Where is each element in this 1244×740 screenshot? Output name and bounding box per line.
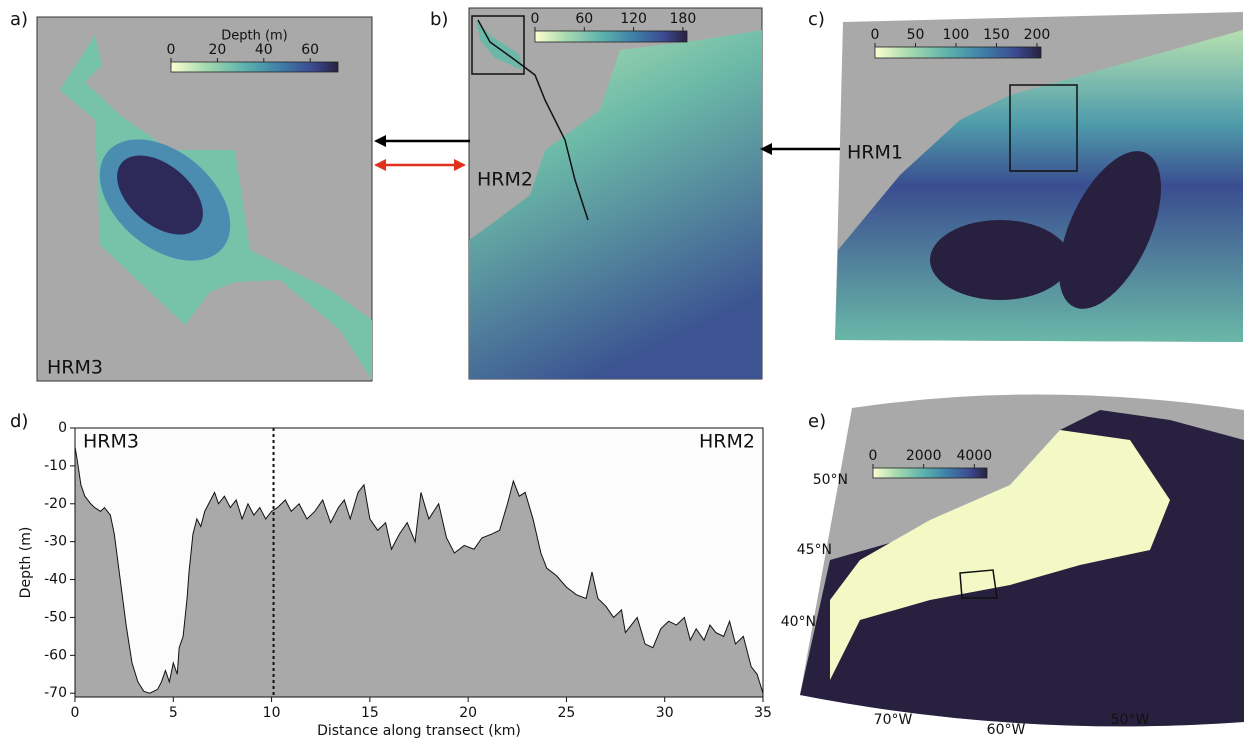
colorbar-tick-label: 60 — [575, 11, 593, 27]
colorbar — [535, 31, 687, 42]
x-tick-label: 15 — [361, 705, 379, 721]
panel-label: c) — [808, 9, 825, 30]
colorbar — [873, 468, 987, 478]
y-tick-label: -70 — [44, 685, 67, 701]
lat-label: 45°N — [797, 542, 832, 558]
x-tick-label: 0 — [71, 705, 80, 721]
colorbar — [171, 62, 338, 72]
colorbar-tick-label: 100 — [943, 27, 970, 43]
y-tick-label: -10 — [44, 458, 67, 474]
profile-chart: d) 0 5 10 15 20 25 30 35 0 -10 -20 -30 -40 -50 -60 -70 Di… — [10, 411, 772, 739]
panel-label: a) — [10, 9, 28, 30]
colorbar-tick-label: 0 — [167, 42, 176, 58]
colorbar-tick-label: 20 — [208, 42, 226, 58]
map-e — [800, 394, 1244, 726]
y-axis-label: Depth (m) — [18, 527, 34, 599]
lon-label: 70°W — [874, 712, 913, 728]
y-tick-label: -50 — [44, 609, 67, 625]
y-tick-label: 0 — [58, 420, 67, 436]
arrow-head — [374, 135, 386, 147]
y-tick-label: -30 — [44, 534, 67, 550]
annotation: HRM2 — [699, 431, 755, 453]
y-tick-label: -60 — [44, 647, 67, 663]
lon-label: 50°W — [1111, 712, 1150, 728]
colorbar — [875, 47, 1041, 58]
colorbar-tick-label: 40 — [255, 42, 273, 58]
figure: d) 0 5 10 15 20 25 30 35 0 -10 -20 -30 -40 -50 -60 -70 Di… — [0, 0, 1244, 740]
x-tick-label: 10 — [263, 705, 281, 721]
x-tick-label: 5 — [169, 705, 178, 721]
panel-label: d) — [10, 411, 28, 432]
colorbar-tick-label: 150 — [983, 27, 1010, 43]
arrow-head — [374, 159, 386, 171]
colorbar-tick-label: 0 — [871, 27, 880, 43]
colorbar-tick-label: 50 — [907, 27, 925, 43]
x-axis-label: Distance along transect (km) — [317, 723, 521, 739]
lat-label: 40°N — [781, 614, 816, 630]
x-tick-label: 25 — [558, 705, 576, 721]
map-bathymetry — [930, 220, 1070, 300]
panel-label: e) — [808, 411, 826, 432]
x-tick-label: 30 — [656, 705, 674, 721]
arrow-head — [454, 159, 466, 171]
lat-label: 50°N — [813, 472, 848, 488]
colorbar-tick-label: 180 — [670, 11, 697, 27]
x-tick-label: 20 — [459, 705, 477, 721]
colorbar-tick-label: 200 — [1024, 27, 1051, 43]
map-label: HRM2 — [477, 169, 533, 191]
panel-label: b) — [430, 9, 448, 30]
y-tick-label: -40 — [44, 572, 67, 588]
map-label: HRM3 — [47, 357, 103, 379]
colorbar-tick-label: 60 — [301, 42, 319, 58]
map-b — [469, 8, 762, 379]
colorbar-tick-label: 2000 — [906, 448, 942, 464]
map-label: HRM1 — [847, 142, 903, 164]
annotation: HRM3 — [83, 431, 139, 453]
colorbar-tick-label: 0 — [531, 11, 540, 27]
colorbar-title: Depth (m) — [221, 29, 288, 44]
colorbar-tick-label: 120 — [620, 11, 647, 27]
x-tick-label: 35 — [754, 705, 772, 721]
y-tick-label: -20 — [44, 496, 67, 512]
colorbar-tick-label: 4000 — [957, 448, 993, 464]
map-c — [835, 12, 1243, 342]
lon-label: 60°W — [987, 722, 1026, 738]
colorbar-tick-label: 0 — [869, 448, 878, 464]
